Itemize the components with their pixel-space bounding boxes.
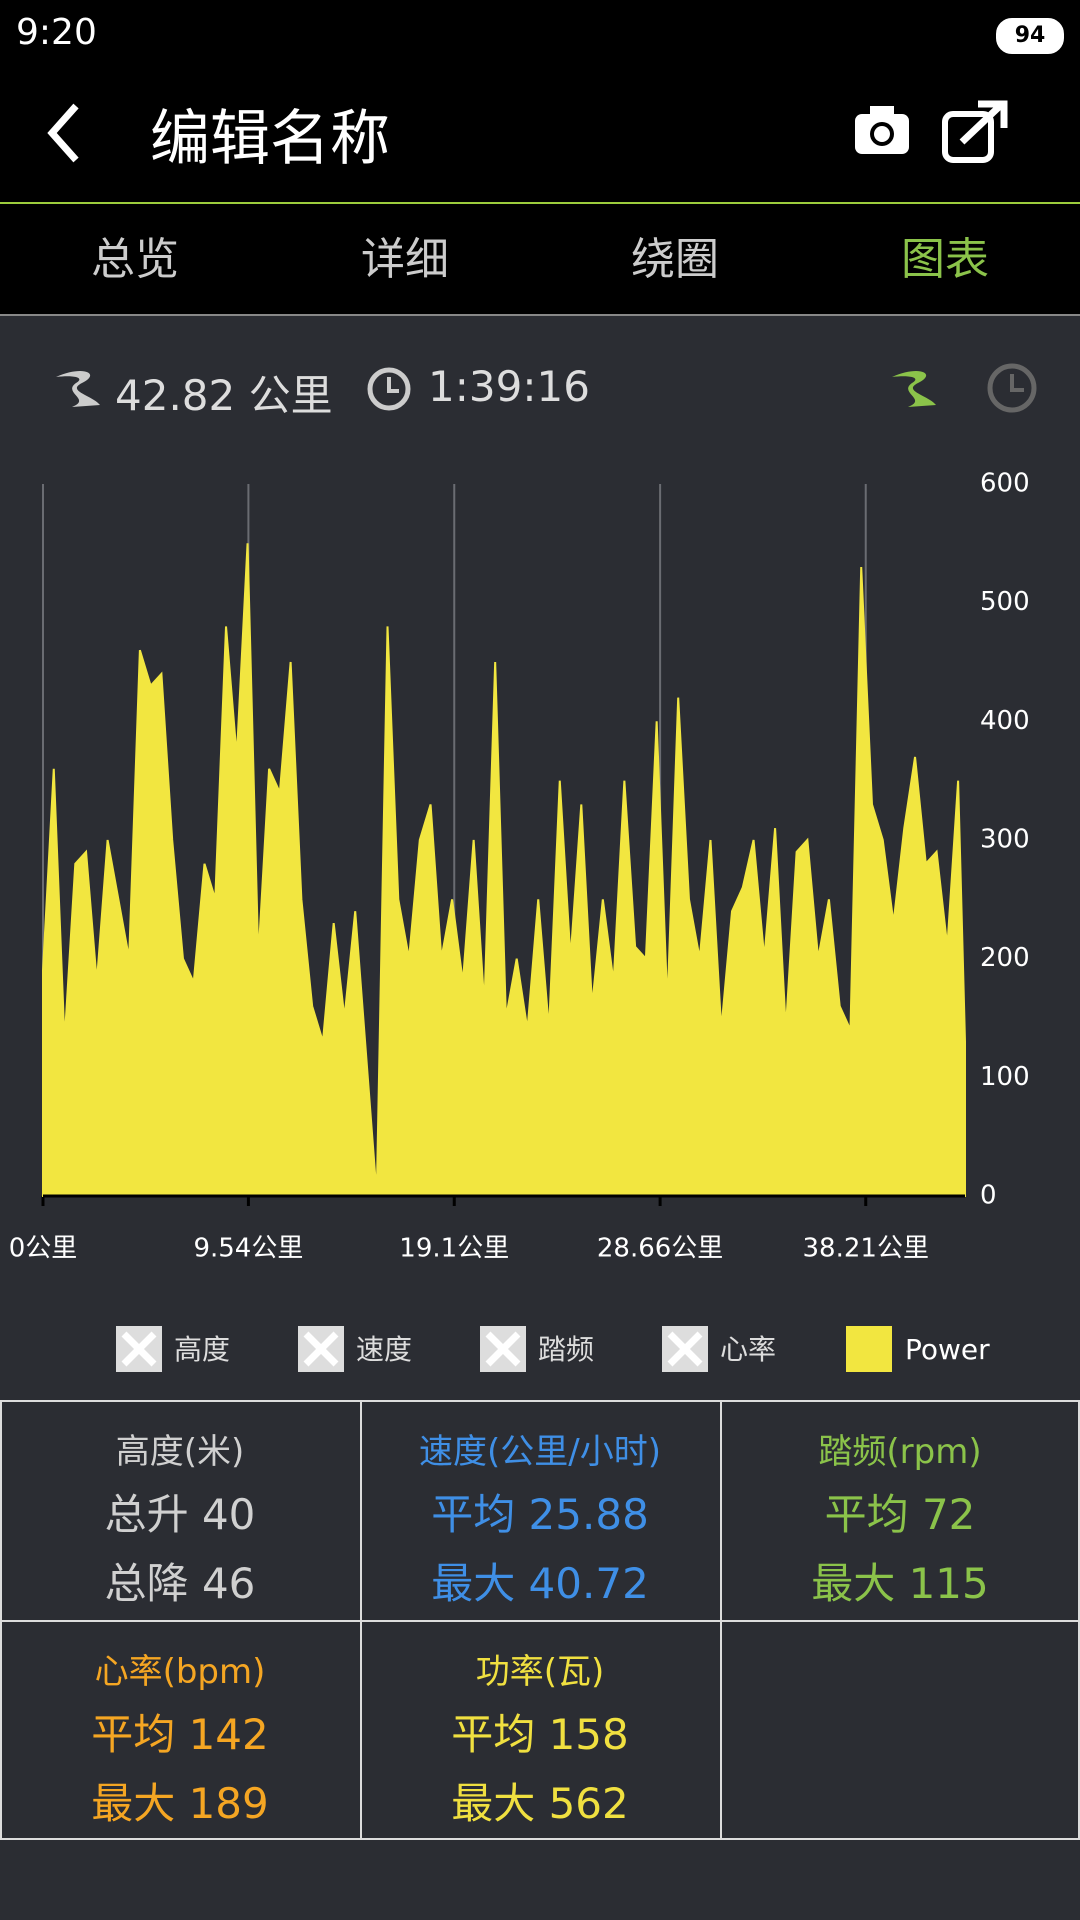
y-tick-label: 100: [980, 1062, 1030, 1092]
stat-cell: 踏频(rpm) 平均 72 最大 115: [720, 1402, 1080, 1611]
stat-title: 速度(公里/小时): [419, 1432, 661, 1472]
legend-label: 心率: [720, 1333, 776, 1366]
time: 9:20: [16, 12, 97, 53]
legend-x: [667, 1331, 703, 1367]
clock-icon: [367, 367, 411, 411]
legend-swatch: [846, 1326, 892, 1372]
x-tick-label: 19.1公里: [399, 1234, 509, 1264]
area: [42, 543, 966, 1197]
legend-label: 踏频: [538, 1333, 594, 1366]
stat-title: 心率(bpm): [94, 1652, 266, 1692]
stat-value: 总降 46: [104, 1559, 256, 1608]
x-tick-label: 9.54公里: [193, 1234, 303, 1264]
stat-title: 高度(米): [115, 1432, 245, 1472]
legend-label: 速度: [356, 1333, 412, 1366]
y-tick-label: 500: [980, 587, 1030, 617]
y-tick-label: 400: [980, 706, 1030, 736]
stat-cell: 功率(瓦) 平均 158 最大 562: [360, 1622, 720, 1831]
tab[interactable]: 详细: [361, 234, 449, 285]
stat-cell: 速度(公里/小时) 平均 25.88 最大 40.72: [360, 1402, 720, 1611]
legend-label: 高度: [174, 1333, 230, 1366]
distance: 42.82 公里: [115, 371, 333, 420]
stat-value: 最大 115: [811, 1559, 989, 1608]
stat-value: 最大 562: [451, 1779, 629, 1828]
legend-x: [485, 1331, 521, 1367]
app-bar: 编辑名称: [0, 68, 1080, 204]
legend-x: [303, 1331, 339, 1367]
stat-value: 平均 142: [91, 1710, 269, 1759]
stats-table: 高度(米) 总升 40 总降 46 速度(公里/小时) 平均 25.88 最大 40.72…: [0, 1400, 1080, 1840]
stat-value: 平均 158: [451, 1710, 629, 1759]
stat-cell: 心率(bpm) 平均 142 最大 189: [0, 1622, 360, 1831]
stat-title: 踏频(rpm): [818, 1432, 982, 1472]
tab-active[interactable]: 图表: [901, 234, 989, 285]
battery: 94: [996, 18, 1064, 54]
legend-x: [121, 1331, 157, 1367]
stat-cell: 高度(米) 总升 40 总降 46: [0, 1402, 360, 1611]
tab[interactable]: 绕圈: [631, 234, 719, 285]
x-tick-label: 0公里: [9, 1234, 78, 1264]
stat-value: 平均 72: [824, 1490, 976, 1539]
camera-button[interactable]: [852, 102, 912, 158]
stat-title: 功率(瓦): [475, 1652, 605, 1692]
stat-value: 最大 40.72: [431, 1559, 649, 1608]
y-tick-label: 600: [980, 469, 1030, 499]
back-button[interactable]: [40, 98, 90, 168]
time-axis-toggle[interactable]: [986, 362, 1038, 414]
distance-icon: [56, 370, 100, 407]
x-tick-label: 38.21公里: [803, 1234, 929, 1264]
legend-label: Power: [905, 1333, 990, 1366]
y-tick-label: 300: [980, 825, 1030, 855]
status-bar: 9:20 94: [0, 0, 1080, 68]
chart: 0公里 9.54公里 19.1公里 28.66公里 38.21公里 0 100 200 300 4…: [9, 469, 1030, 1372]
duration: 1:39:16: [428, 362, 590, 411]
share-button[interactable]: [940, 96, 1012, 164]
stat-value: 最大 189: [91, 1779, 269, 1828]
y-tick-label: 0: [980, 1181, 997, 1211]
tab[interactable]: 总览: [91, 234, 179, 285]
y-tick-label: 200: [980, 943, 1030, 973]
x-tick-label: 28.66公里: [597, 1234, 723, 1264]
stat-value: 平均 25.88: [431, 1490, 649, 1539]
stat-value: 总升 40: [104, 1490, 256, 1539]
distance-axis-toggle[interactable]: [888, 365, 940, 409]
tab-bar: 总览 详细 绕圈 图表: [0, 204, 1080, 316]
title: 编辑名称: [150, 104, 390, 174]
